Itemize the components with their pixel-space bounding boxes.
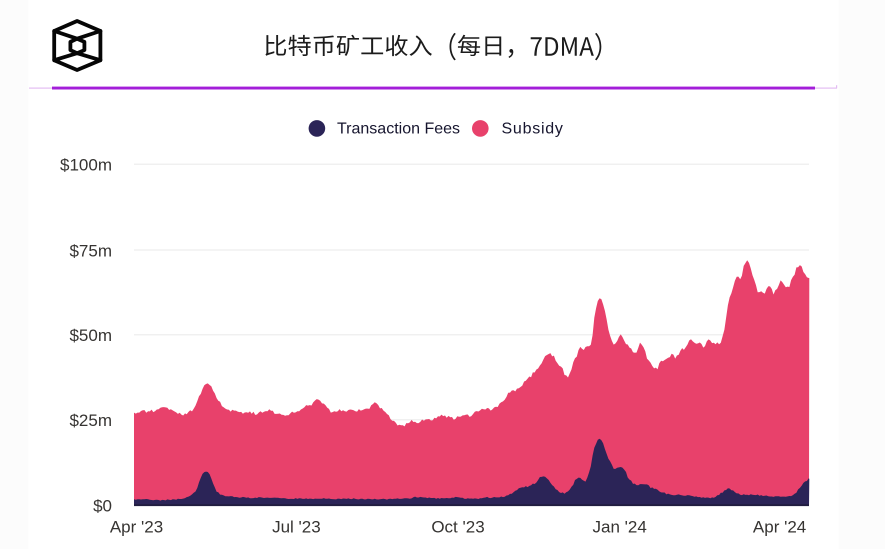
svg-text:$50m: $50m [69,326,112,345]
svg-text:$0: $0 [93,496,112,515]
svg-text:Jan '24: Jan '24 [593,518,647,537]
svg-text:$100m: $100m [60,156,112,175]
svg-text:Transaction Fees: Transaction Fees [337,121,460,138]
svg-text:Oct '23: Oct '23 [431,518,484,537]
svg-text:Jul '23: Jul '23 [272,518,321,537]
svg-text:$75m: $75m [69,241,112,260]
svg-text:Apr '24: Apr '24 [753,518,806,537]
svg-text:$25m: $25m [69,411,112,430]
svg-text:Apr '23: Apr '23 [110,518,163,537]
svg-text:Subsidy: Subsidy [502,121,564,138]
